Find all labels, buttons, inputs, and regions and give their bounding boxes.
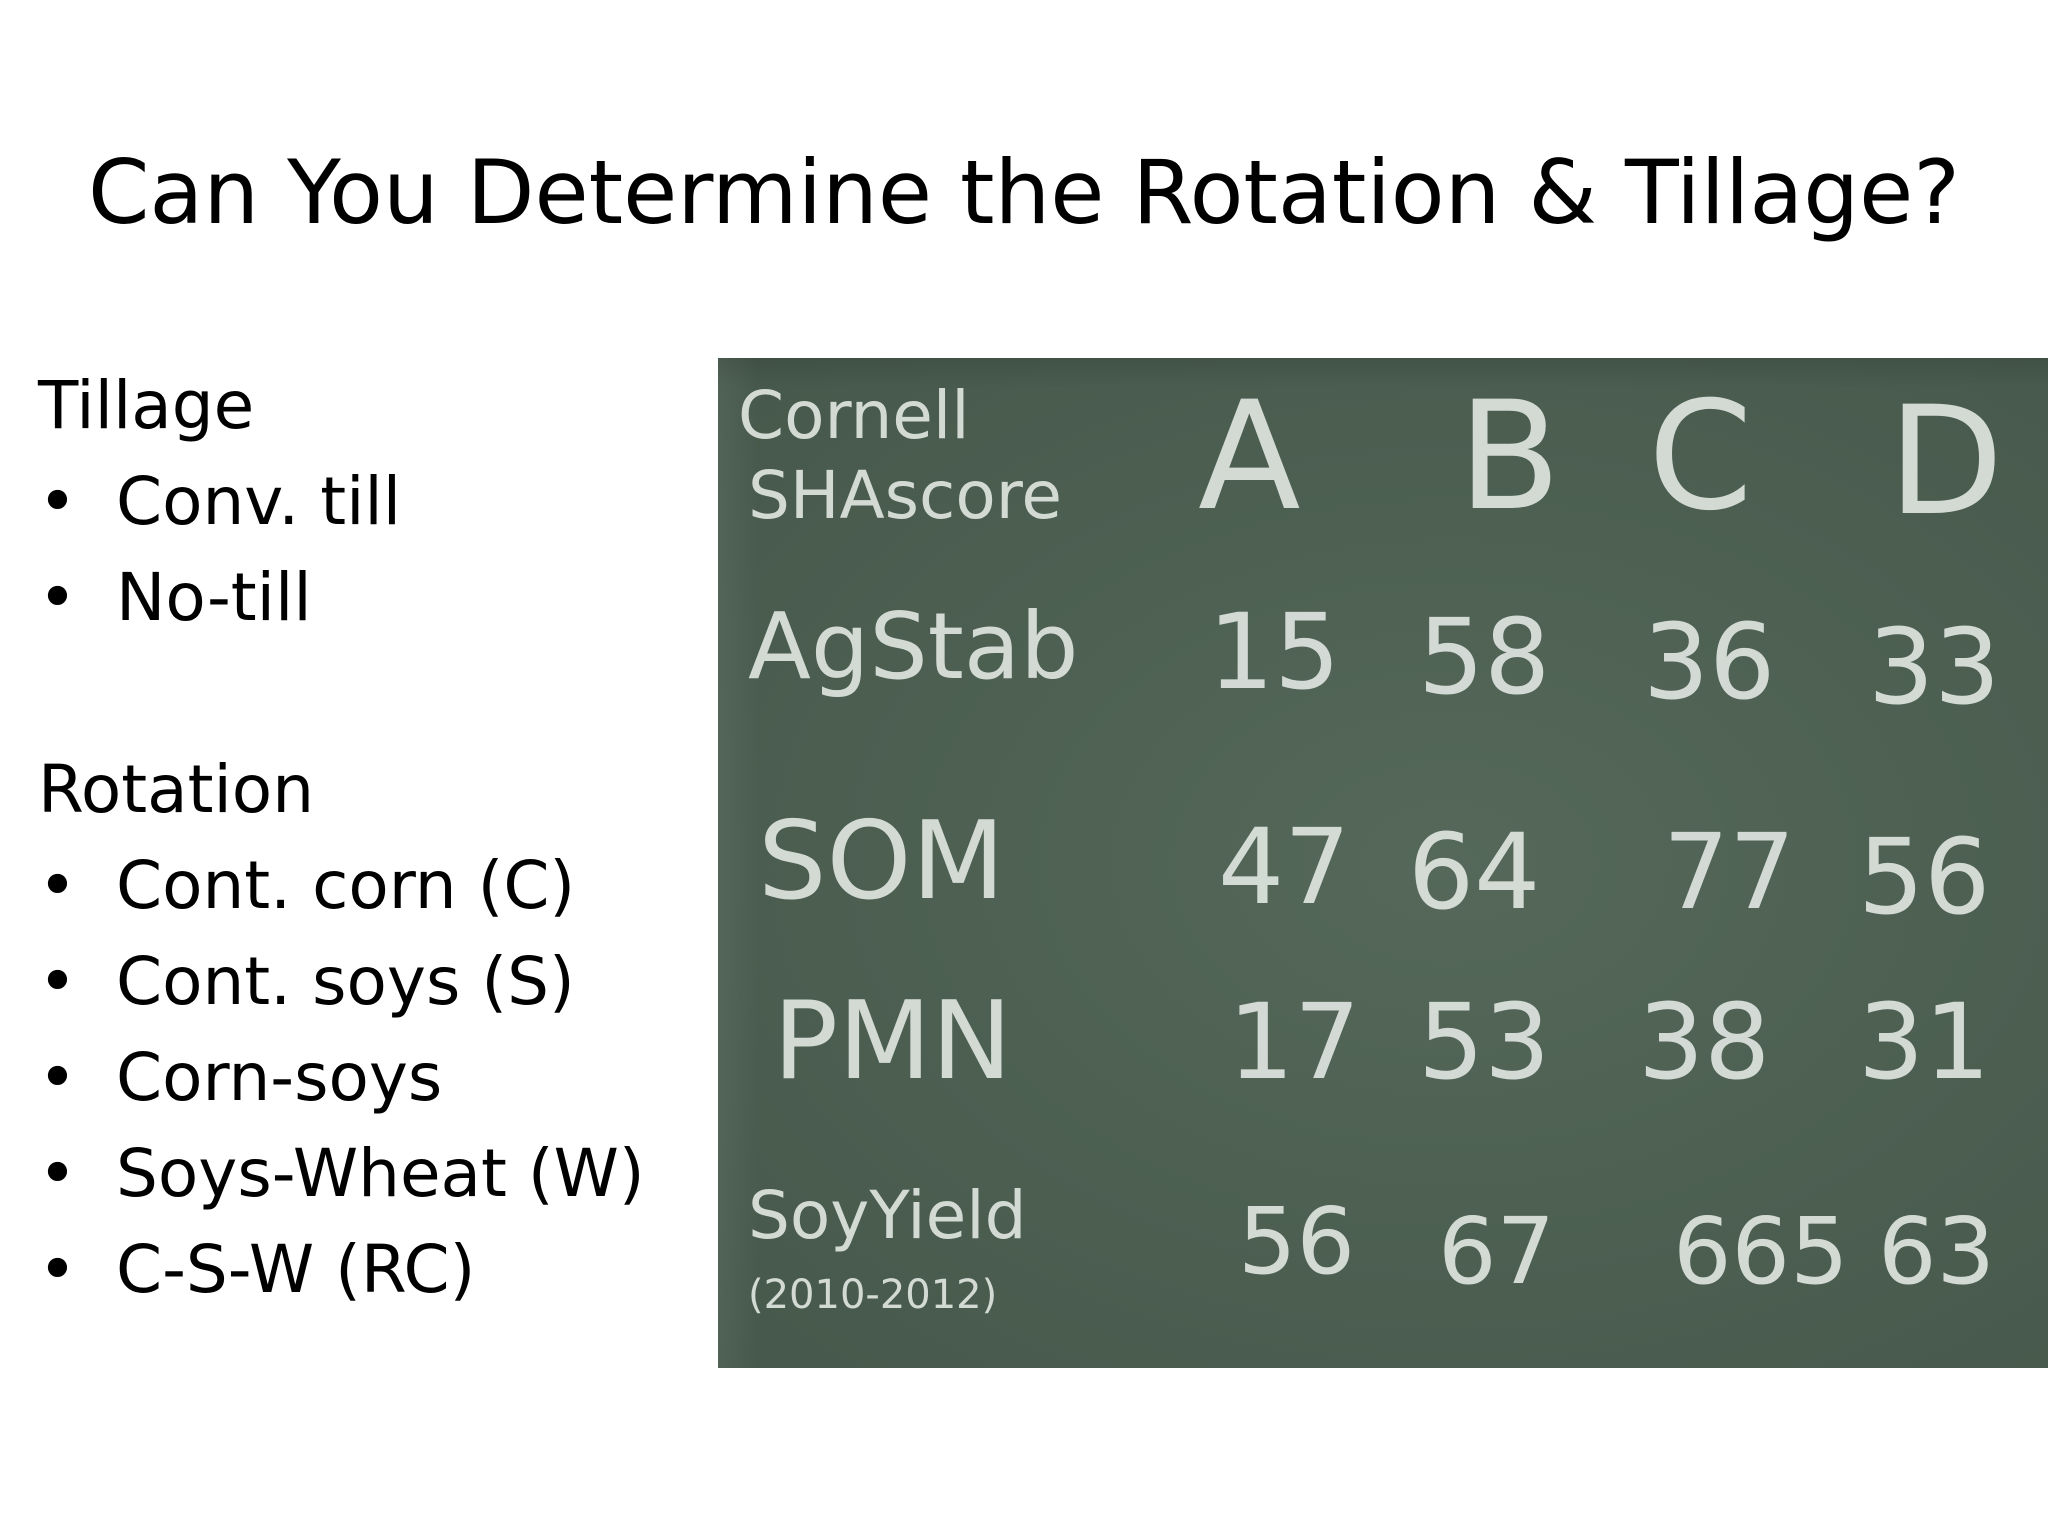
chalkboard-photo: Cornell SHAscore A B C D AgStab 15 58 36…	[718, 358, 2048, 1368]
chalk-cell: 56	[1858, 816, 1990, 938]
chalk-cell: 15	[1208, 591, 1340, 713]
tillage-item-label: No-till	[116, 559, 312, 636]
chalk-cell: 31	[1858, 981, 1990, 1103]
bullet-icon: •	[38, 1039, 77, 1116]
section-spacer	[38, 646, 698, 742]
list-item: • Cont. corn (C)	[38, 838, 698, 934]
tillage-heading: Tillage	[38, 367, 255, 444]
list-item: • Conv. till	[38, 454, 698, 550]
chalk-cell: 67	[1438, 1198, 1555, 1305]
chalk-cell: 56	[1238, 1188, 1355, 1295]
chalk-cell: 33	[1868, 606, 2000, 728]
rotation-list: • Cont. corn (C) • Cont. soys (S) • Corn…	[38, 838, 698, 1318]
bullet-icon: •	[38, 847, 77, 924]
chalk-cell: 53	[1418, 981, 1550, 1103]
rotation-item-label: Cont. soys (S)	[116, 943, 575, 1020]
rotation-item-label: Corn-soys	[116, 1039, 443, 1116]
slide-title: Can You Determine the Rotation & Tillage…	[87, 141, 1961, 244]
chalk-cell: 47	[1218, 806, 1350, 928]
chalk-cell: 63	[1878, 1198, 1995, 1305]
chalk-cell: 38	[1638, 981, 1770, 1103]
chalk-cell: 64	[1408, 811, 1540, 933]
chalk-row-label: SoyYield	[748, 1177, 1026, 1254]
chalk-cell: 665	[1673, 1198, 1849, 1305]
chalk-column-a: A	[1198, 370, 1301, 544]
chalk-row-sublabel: (2010-2012)	[748, 1272, 997, 1318]
list-item: • Cont. soys (S)	[38, 934, 698, 1030]
chalk-header-line1: Cornell	[738, 377, 970, 454]
tillage-list: • Conv. till • No-till	[38, 454, 698, 646]
bullet-icon: •	[38, 1135, 77, 1212]
bullet-icon: •	[38, 1231, 77, 1308]
chalk-cell: 58	[1418, 596, 1550, 718]
bullet-icon: •	[38, 559, 77, 636]
chalk-header-line2: SHAscore	[748, 457, 1062, 534]
chalk-column-d: D	[1888, 375, 2004, 549]
rotation-item-label: Cont. corn (C)	[116, 847, 576, 924]
chalkboard-table: Cornell SHAscore A B C D AgStab 15 58 36…	[738, 370, 2004, 1318]
list-item: • Soys-Wheat (W)	[38, 1126, 698, 1222]
chalk-cell: 36	[1643, 601, 1775, 723]
tillage-item-label: Conv. till	[116, 463, 402, 540]
list-item: • C-S-W (RC)	[38, 1222, 698, 1318]
rotation-item-label: Soys-Wheat (W)	[116, 1135, 645, 1212]
list-item: • No-till	[38, 550, 698, 646]
chalk-cell: 17	[1228, 981, 1360, 1103]
chalk-column-b: B	[1458, 370, 1561, 544]
rotation-item-label: C-S-W (RC)	[116, 1231, 476, 1308]
chalk-column-c: C	[1648, 370, 1753, 544]
bullet-icon: •	[38, 463, 77, 540]
list-item: • Corn-soys	[38, 1030, 698, 1126]
options-panel: Tillage • Conv. till • No-till Rotation …	[38, 358, 698, 1318]
rotation-heading: Rotation	[38, 751, 315, 828]
chalk-row-label: PMN	[773, 979, 1012, 1104]
chalk-row-label: SOM	[758, 799, 1005, 924]
bullet-icon: •	[38, 943, 77, 1020]
chalk-cell: 77	[1663, 811, 1795, 933]
chalk-row-label: AgStab	[748, 593, 1079, 700]
